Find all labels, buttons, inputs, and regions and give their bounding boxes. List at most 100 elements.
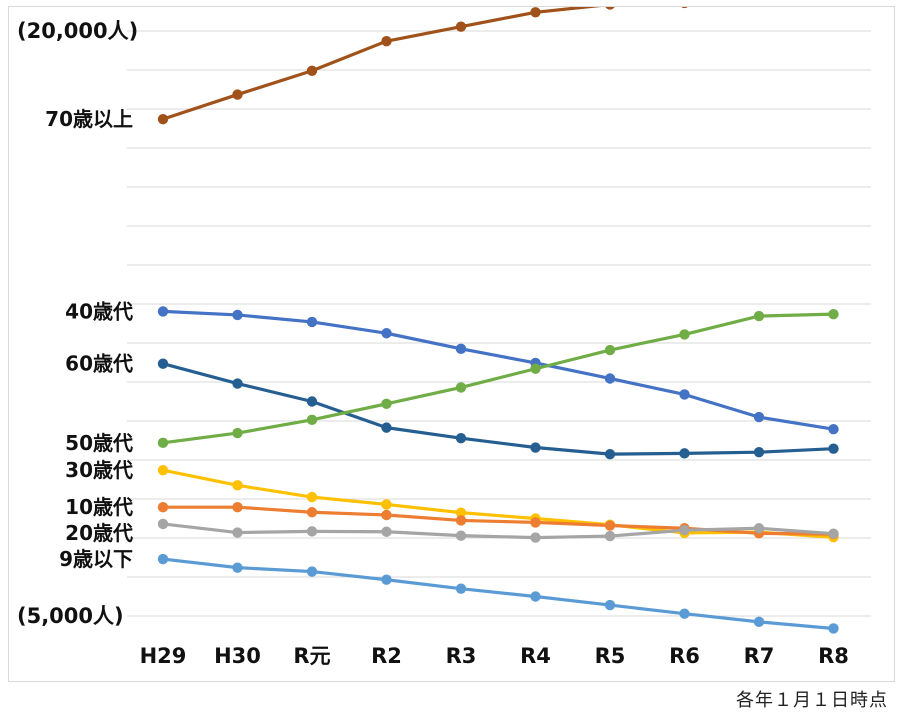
y-axis-tick-labels: (20,000人) (5,000人) <box>17 19 138 628</box>
series-line <box>162 362 834 456</box>
gridlines <box>127 30 871 617</box>
series-line <box>162 312 834 445</box>
x-tick-label: R8 <box>818 644 849 668</box>
data-point <box>157 306 169 317</box>
series-line <box>162 309 834 431</box>
series-label: 9歳以下 <box>59 547 133 571</box>
series-line <box>162 468 834 539</box>
data-point <box>232 427 243 439</box>
data-point <box>753 411 765 423</box>
data-point <box>753 523 765 534</box>
data-point <box>604 344 616 356</box>
chart-frame: (20,000人) (5,000人) 70歳以上 40歳代 60歳代 50歳代 30歳代 1… <box>8 6 895 682</box>
data-point <box>679 525 690 536</box>
series-label: 40歳代 <box>65 299 133 323</box>
data-point <box>381 499 392 510</box>
data-point <box>681 7 688 9</box>
series-line <box>162 522 834 540</box>
x-tick-label: R5 <box>595 644 626 668</box>
data-point <box>306 65 318 76</box>
x-tick-label: R4 <box>520 644 551 668</box>
data-point <box>157 501 169 513</box>
data-point <box>604 373 616 384</box>
data-point <box>232 480 243 491</box>
data-point <box>455 583 467 594</box>
data-point <box>306 491 318 503</box>
data-point <box>157 358 169 369</box>
data-point <box>455 432 467 444</box>
data-point <box>381 526 392 537</box>
data-point <box>381 422 392 433</box>
series-lines <box>162 7 834 631</box>
data-point <box>455 382 467 393</box>
data-point <box>604 530 616 542</box>
data-point <box>232 309 243 321</box>
data-point <box>232 527 243 538</box>
data-point <box>157 518 169 530</box>
x-tick-label: R6 <box>669 644 700 668</box>
x-tick-label: H29 <box>140 644 187 668</box>
data-point <box>306 396 318 407</box>
series-line <box>162 7 602 121</box>
data-point <box>530 591 541 602</box>
line-chart: (20,000人) (5,000人) 70歳以上 40歳代 60歳代 50歳代 30歳代 1… <box>17 7 871 668</box>
data-point <box>679 448 690 459</box>
data-point <box>157 553 169 565</box>
data-point <box>306 414 318 426</box>
data-point <box>455 343 467 355</box>
data-point <box>753 310 765 322</box>
footnote: 各年１月１日時点 <box>736 690 888 711</box>
data-point <box>306 566 318 577</box>
x-tick-label: R3 <box>446 644 477 668</box>
data-point <box>604 599 616 611</box>
x-tick-label: R元 <box>293 644 330 668</box>
data-point <box>232 562 243 573</box>
data-point <box>753 616 765 628</box>
data-point <box>605 7 615 10</box>
data-point <box>753 447 765 458</box>
data-point <box>381 35 392 47</box>
data-point <box>232 89 243 100</box>
series-label: 70歳以上 <box>45 107 133 131</box>
series-label: 50歳代 <box>65 431 133 455</box>
data-point <box>530 532 541 543</box>
y-tick-label: (5,000人) <box>17 604 124 628</box>
data-point <box>306 507 318 518</box>
data-point <box>679 389 690 400</box>
data-point <box>381 398 392 410</box>
series-points <box>157 7 839 634</box>
x-tick-label: R2 <box>371 644 402 668</box>
data-point <box>604 448 616 460</box>
y-tick-label: (20,000人) <box>17 19 138 43</box>
data-point <box>157 113 169 125</box>
data-point <box>232 501 243 513</box>
data-point <box>455 515 467 526</box>
data-point <box>530 442 541 453</box>
series-line <box>162 557 834 631</box>
data-point <box>679 608 690 619</box>
data-point <box>828 308 839 320</box>
data-point <box>157 464 169 476</box>
data-point <box>455 507 467 518</box>
data-point <box>455 530 467 541</box>
data-point <box>828 528 839 539</box>
data-point <box>828 423 839 435</box>
data-point <box>381 509 392 521</box>
series-label: 30歳代 <box>65 458 133 482</box>
x-tick-label: R7 <box>744 644 775 668</box>
data-point <box>530 7 541 18</box>
data-point <box>530 363 541 374</box>
x-tick-label: H30 <box>214 644 261 668</box>
series-label: 20歳代 <box>65 521 133 545</box>
data-point <box>679 329 690 340</box>
series-label: 10歳代 <box>65 495 133 519</box>
data-point <box>306 316 318 328</box>
x-axis-tick-labels: H29 H30 R元 R2 R3 R4 R5 R6 R7 R8 <box>140 644 849 668</box>
data-point <box>381 328 392 339</box>
series-label: 60歳代 <box>65 352 133 376</box>
data-point <box>604 520 616 531</box>
data-point <box>381 574 392 585</box>
data-point <box>828 623 839 634</box>
data-point <box>530 517 541 528</box>
